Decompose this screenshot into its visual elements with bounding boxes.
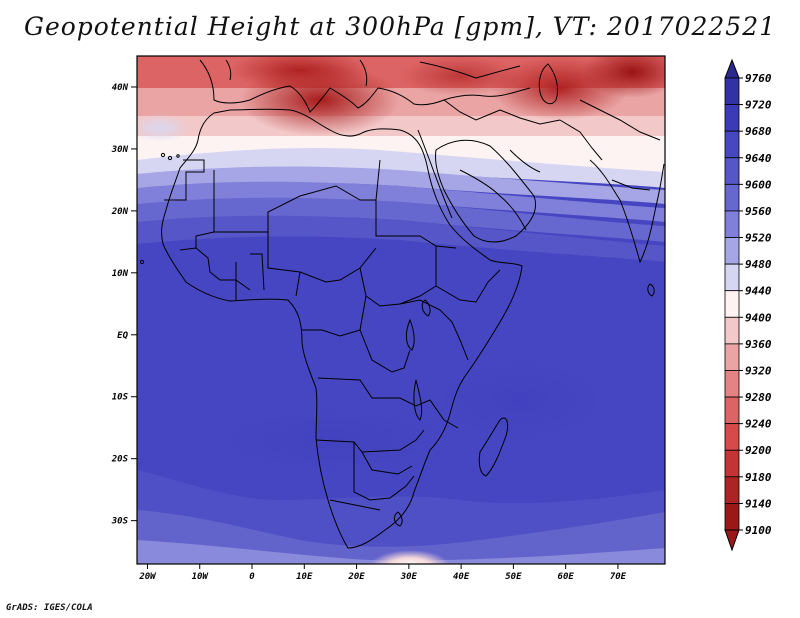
height-field <box>137 56 665 564</box>
colorbar-swatch <box>724 316 740 345</box>
lat-tick-label: 10S <box>112 393 129 403</box>
colorbar-label: 9640 <box>745 152 772 165</box>
colorbar-swatch <box>724 370 740 398</box>
colorbar-swatch <box>724 343 740 371</box>
colorbar-label: 9400 <box>745 311 772 324</box>
colorbar-swatch <box>724 130 740 159</box>
colorbar-label: 9360 <box>745 338 772 351</box>
colorbar-swatch <box>724 476 740 504</box>
colorbar-swatch <box>724 210 740 238</box>
colorbar-label: 9100 <box>745 524 772 537</box>
colorbar-label: 9560 <box>745 205 772 218</box>
lon-tick-label: 50E <box>505 572 522 582</box>
colorbar-label: 9600 <box>745 178 772 191</box>
lon-tick-label: 0 <box>249 572 255 582</box>
lon-tick-label: 70E <box>610 572 627 582</box>
lat-tick-label: 20N <box>111 207 129 217</box>
lat-tick-label: EQ <box>117 331 128 341</box>
lon-tick-label: 10E <box>296 572 313 582</box>
lon-tick-label: 20E <box>347 572 365 582</box>
plot-frame <box>136 55 666 565</box>
map-title: Geopotential Height at 300hPa [gpm], VT:… <box>23 12 777 41</box>
longitude-axis: 20W 10W 0 10E 20E 30E 40E 50E 60E 70E <box>138 564 627 582</box>
colorbar-top-arrow <box>724 58 740 79</box>
colorbar-label: 9200 <box>745 444 772 457</box>
colorbar-label: 9240 <box>745 418 772 431</box>
colorbar-bottom-arrow <box>724 529 740 552</box>
colorbar-swatch <box>724 503 740 531</box>
lat-tick-label: 30S <box>111 517 129 527</box>
colorbar-label: 9440 <box>745 285 772 298</box>
grads-credit: GrADS: IGES/COLA <box>6 603 93 613</box>
colorbar-swatch <box>724 237 740 265</box>
colorbar-label: 9680 <box>745 125 772 138</box>
colorbar: 9760 9720 9680 9640 9600 9560 9520 9480 9440 9400… <box>724 58 772 552</box>
colorbar-swatch <box>724 263 740 292</box>
lon-tick-label: 60E <box>558 572 575 582</box>
coastlines <box>139 59 665 549</box>
colorbar-swatch <box>724 157 740 185</box>
lat-tick-label: 30N <box>111 145 129 155</box>
colorbar-label: 9140 <box>745 497 772 510</box>
lat-tick-label: 10N <box>112 269 129 279</box>
colorbar-label: 9520 <box>745 232 772 245</box>
colorbar-label: 9760 <box>745 72 772 85</box>
colorbar-swatch <box>724 104 740 132</box>
lon-tick-label: 20W <box>138 572 157 582</box>
lon-tick-label: 40E <box>453 572 470 582</box>
latitude-axis: 40N 30N 20N 10N EQ 10S 20S 30S <box>111 83 137 527</box>
lon-tick-label: 10W <box>192 572 210 582</box>
colorbar-label: 9480 <box>745 258 772 271</box>
colorbar-swatch <box>724 396 740 425</box>
colorbar-swatch <box>724 423 740 451</box>
colorbar-label: 9280 <box>745 391 772 404</box>
colorbar-label: 9180 <box>745 471 772 484</box>
colorbar-label: 9320 <box>745 364 772 377</box>
colorbar-swatch <box>724 77 740 105</box>
lat-tick-label: 20S <box>111 455 129 465</box>
colorbar-swatch <box>724 183 740 212</box>
colorbar-swatch <box>724 290 740 318</box>
lon-tick-label: 30E <box>400 572 418 582</box>
lat-tick-label: 40N <box>112 83 129 93</box>
colorbar-label: 9720 <box>745 99 772 112</box>
colorbar-swatch <box>724 449 740 478</box>
